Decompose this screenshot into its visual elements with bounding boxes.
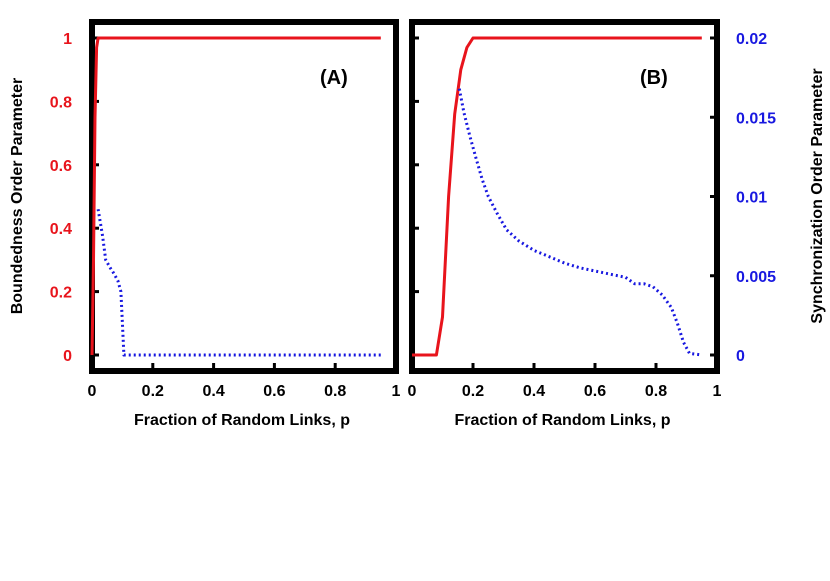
x-tick-label: 0.6 [263, 383, 285, 400]
x-tick-label: 0.4 [523, 383, 545, 400]
left-y-tick-label: 0.2 [50, 285, 72, 302]
panel-a-ticks [92, 36, 337, 371]
x-tick-label: 0 [88, 383, 97, 400]
left-y-tick-label: 0.8 [50, 94, 72, 111]
right-y-tick-label: 0.01 [736, 190, 767, 207]
left-y-tick-label: 1 [63, 31, 72, 48]
x-tick-label: 1 [713, 383, 722, 400]
right-y-tick-label: 0.015 [736, 110, 776, 127]
panel-a: 0 0.2 0.4 0.6 0.8 1 0 0.2 0.4 0.6 0.8 1 (A) Fractio… [9, 19, 401, 429]
panel-b-x-axis-label: Fraction of Random Links, p [454, 412, 670, 429]
synchronization-series-line [457, 88, 702, 357]
x-tick-label: 0.8 [645, 383, 667, 400]
synchronization-series-line [96, 208, 381, 357]
x-tick-label: 0.4 [202, 383, 224, 400]
x-tick-label: 0.6 [584, 383, 606, 400]
boundedness-series-line [412, 36, 702, 357]
panel-a-y-axis-label: Boundedness Order Parameter [9, 78, 26, 315]
left-y-tick-label: 0 [63, 348, 72, 365]
x-tick-label: 0.8 [324, 383, 346, 400]
panel-b-ticks [412, 36, 717, 371]
x-tick-label: 0.2 [462, 383, 484, 400]
x-tick-label: 1 [392, 383, 401, 400]
panel-a-label: (A) [320, 67, 348, 89]
panel-b-tick-labels: 0 0.2 0.4 0.6 0.8 1 0 0.005 0.01 0.015 0.02 [408, 31, 777, 400]
right-y-tick-label: 0.005 [736, 269, 776, 286]
panel-b-label: (B) [640, 67, 668, 89]
panel-a-x-axis-label: Fraction of Random Links, p [134, 412, 350, 429]
panel-b-series [412, 36, 702, 357]
right-y-tick-label: 0.02 [736, 31, 767, 48]
left-y-tick-label: 0.6 [50, 158, 72, 175]
panel-b-right-y-axis-label: Synchronization Order Parameter [809, 68, 826, 323]
panel-a-tick-labels: 0 0.2 0.4 0.6 0.8 1 0 0.2 0.4 0.6 0.8 1 [50, 31, 401, 400]
x-tick-label: 0.2 [142, 383, 164, 400]
panel-a-frame [89, 19, 399, 374]
panel-a-series [90, 36, 381, 357]
left-y-tick-label: 0.4 [50, 221, 72, 238]
boundedness-series-line [90, 36, 381, 356]
panel-b-frame [409, 19, 720, 374]
x-tick-label: 0 [408, 383, 417, 400]
right-y-tick-label: 0 [736, 348, 745, 365]
panel-b: 0 0.2 0.4 0.6 0.8 1 0 0.005 0.01 0.015 0.02 (B) Fr… [408, 19, 826, 429]
